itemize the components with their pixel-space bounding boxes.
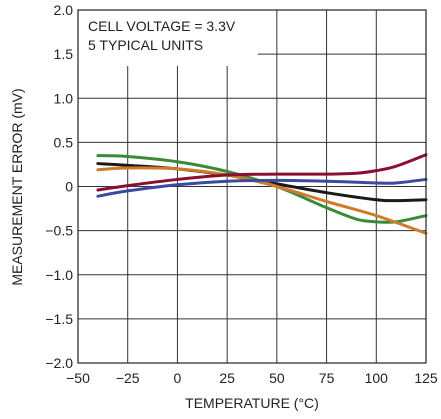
series-line-5 (96, 177, 428, 198)
y-tick-labels: 2.0 1.5 1.0 0.5 0 −0.5 −1.0 −1.5 −2.0 (45, 2, 73, 371)
plot-frame (77, 9, 427, 364)
x-tick-label: 100 (365, 370, 389, 386)
grid (78, 10, 426, 363)
y-tick-label: 0.5 (54, 134, 74, 150)
y-tick-label: −0.5 (45, 223, 73, 239)
y-tick-label: 1.5 (54, 46, 74, 62)
x-tick-label: 75 (319, 370, 335, 386)
x-tick-label: 0 (174, 370, 182, 386)
x-tick-label: −50 (66, 370, 90, 386)
y-axis-label: MEASUREMENT ERROR (mV) (9, 88, 25, 285)
series-line-1 (96, 162, 428, 203)
y-tick-label: 1.0 (54, 90, 74, 106)
series-line-2 (96, 154, 428, 224)
annotation-box (78, 10, 258, 66)
x-tick-label: −25 (116, 370, 140, 386)
x-tick-label: 125 (414, 370, 438, 386)
x-axis-label: TEMPERATURE (°C) (185, 395, 319, 411)
annotation-line-1: CELL VOLTAGE = 3.3V (88, 18, 236, 34)
x-tick-labels: −50 −25 0 25 50 75 100 125 (66, 370, 438, 386)
annotation-line-2: 5 TYPICAL UNITS (88, 37, 203, 53)
y-tick-label: −1.0 (45, 267, 73, 283)
series-line-4 (96, 153, 428, 192)
y-tick-label: −1.5 (45, 311, 73, 327)
x-tick-label: 50 (269, 370, 285, 386)
series-group (96, 153, 428, 235)
y-tick-label: −2.0 (45, 355, 73, 371)
x-tick-label: 25 (219, 370, 235, 386)
y-tick-label: 2.0 (54, 2, 74, 18)
y-tick-label: 0 (65, 179, 73, 195)
